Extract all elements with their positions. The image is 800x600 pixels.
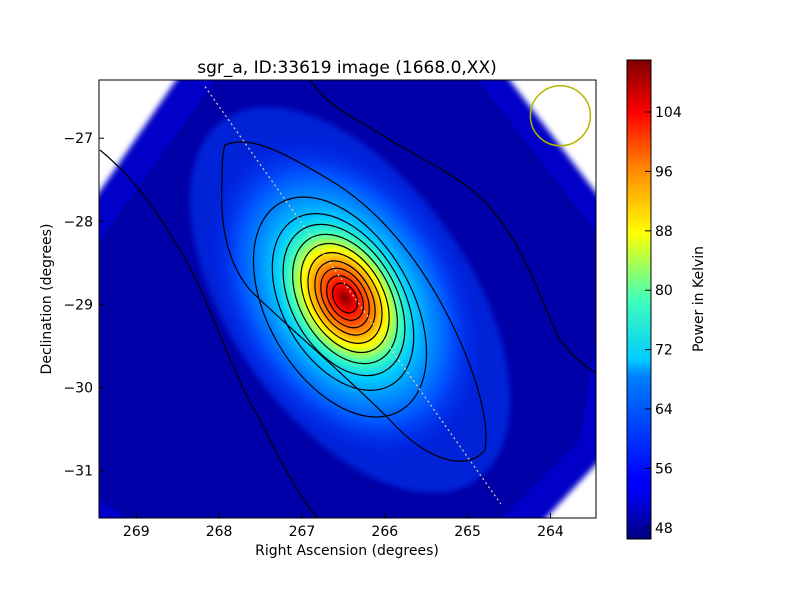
y-tick-label: −27: [63, 131, 93, 147]
colorbar-tick-label: 96: [655, 164, 673, 180]
plot-area: [99, 80, 596, 518]
colorbar-tick: 104: [645, 105, 682, 121]
colorbar-tick-label: 48: [655, 521, 673, 537]
colorbar-tick: 48: [645, 521, 673, 537]
x-tick-label: 265: [454, 524, 481, 540]
y-tick: −27: [63, 131, 104, 147]
y-tick: −31: [63, 464, 104, 480]
x-tick-label: 268: [206, 524, 233, 540]
colorbar-tick-label: 80: [655, 283, 673, 299]
colorbar-tick-label: 72: [655, 343, 673, 359]
colorbar-tick: 72: [645, 343, 673, 359]
scan-line: [204, 86, 502, 505]
colorbar-tick: 64: [645, 402, 673, 418]
contour-lines: [99, 80, 596, 518]
colorbar: 48 56 64 72 80 88 96 104 Power in Kelvin: [626, 59, 707, 540]
y-tick-label: −29: [63, 297, 93, 313]
colorbar-tick-label: 64: [655, 402, 673, 418]
chart-title: sgr_a, ID:33619 image (1668.0,XX): [197, 58, 496, 78]
x-tick: 268: [206, 513, 233, 540]
y-tick: −28: [63, 214, 104, 230]
x-tick: 264: [537, 513, 564, 540]
colorbar-tick: 88: [645, 224, 673, 240]
y-axis: −27 −28 −29 −30 −31: [63, 131, 104, 480]
x-tick: 265: [454, 513, 481, 540]
y-tick: −30: [63, 381, 104, 397]
x-tick-label: 269: [123, 524, 150, 540]
x-tick-label: 266: [371, 524, 398, 540]
colorbar-tick-label: 56: [655, 461, 673, 477]
colorbar-gradient: [626, 59, 652, 540]
x-tick: 269: [123, 513, 150, 540]
y-tick-label: −30: [63, 381, 93, 397]
x-axis-label: Right Ascension (degrees): [255, 543, 439, 559]
x-tick-label: 264: [537, 524, 564, 540]
colorbar-tick: 56: [645, 461, 673, 477]
y-tick-label: −31: [63, 464, 93, 480]
emission-blob: [207, 136, 483, 460]
plot-frame: [98, 79, 597, 519]
colorbar-tick-label: 104: [655, 105, 682, 121]
x-tick-label: 267: [289, 524, 316, 540]
y-axis-label: Declination (degrees): [39, 224, 55, 375]
beam-circle: [529, 84, 592, 147]
colorbar-label: Power in Kelvin: [691, 246, 707, 352]
y-tick: −29: [63, 297, 104, 313]
x-tick: 267: [289, 513, 316, 540]
x-axis: 269 268 267 266 265 264: [123, 513, 564, 540]
colorbar-tick: 96: [645, 164, 673, 180]
x-tick: 266: [371, 513, 398, 540]
y-tick-label: −28: [63, 214, 93, 230]
colorbar-tick-label: 88: [655, 224, 673, 240]
colorbar-tick: 80: [645, 283, 673, 299]
